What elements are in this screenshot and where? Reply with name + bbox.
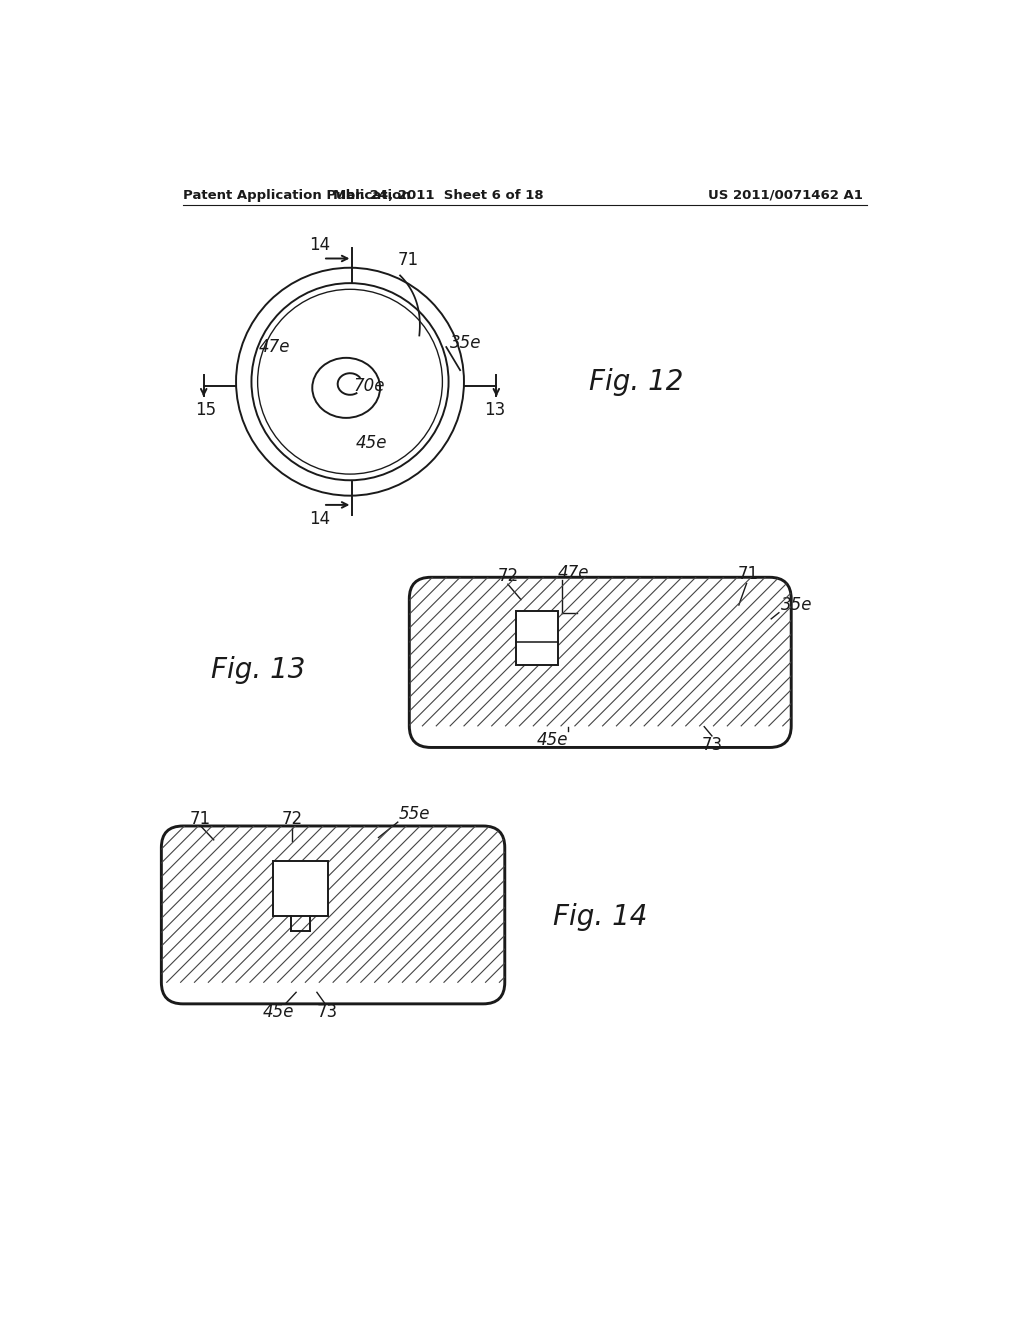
- FancyBboxPatch shape: [410, 577, 792, 747]
- Text: Fig. 13: Fig. 13: [211, 656, 306, 685]
- Text: 55e: 55e: [398, 805, 430, 824]
- Text: 71: 71: [397, 251, 419, 269]
- Text: 45e: 45e: [356, 434, 388, 453]
- FancyBboxPatch shape: [162, 826, 505, 1003]
- Bar: [273, 861, 329, 916]
- Bar: [515, 611, 558, 665]
- Text: 73: 73: [702, 737, 723, 754]
- Text: 14: 14: [309, 236, 331, 253]
- Text: 14: 14: [309, 510, 331, 528]
- Text: 71: 71: [737, 565, 759, 583]
- Text: 35e: 35e: [451, 334, 481, 352]
- Text: US 2011/0071462 A1: US 2011/0071462 A1: [708, 189, 863, 202]
- Text: 45e: 45e: [262, 1003, 294, 1020]
- Text: 72: 72: [498, 566, 518, 585]
- Text: 70e: 70e: [354, 378, 385, 395]
- Text: 71: 71: [189, 810, 210, 828]
- Text: 47e: 47e: [558, 564, 590, 582]
- Text: 73: 73: [316, 1003, 338, 1020]
- Text: Fig. 14: Fig. 14: [553, 903, 647, 931]
- Text: Mar. 24, 2011  Sheet 6 of 18: Mar. 24, 2011 Sheet 6 of 18: [333, 189, 544, 202]
- Text: Fig. 12: Fig. 12: [589, 368, 683, 396]
- Text: 35e: 35e: [781, 597, 813, 614]
- Text: 47e: 47e: [259, 338, 291, 356]
- Text: Patent Application Publication: Patent Application Publication: [183, 189, 411, 202]
- Text: 45e: 45e: [537, 731, 568, 748]
- Text: 13: 13: [484, 401, 506, 420]
- Text: 15: 15: [195, 401, 216, 420]
- Text: 72: 72: [282, 810, 303, 828]
